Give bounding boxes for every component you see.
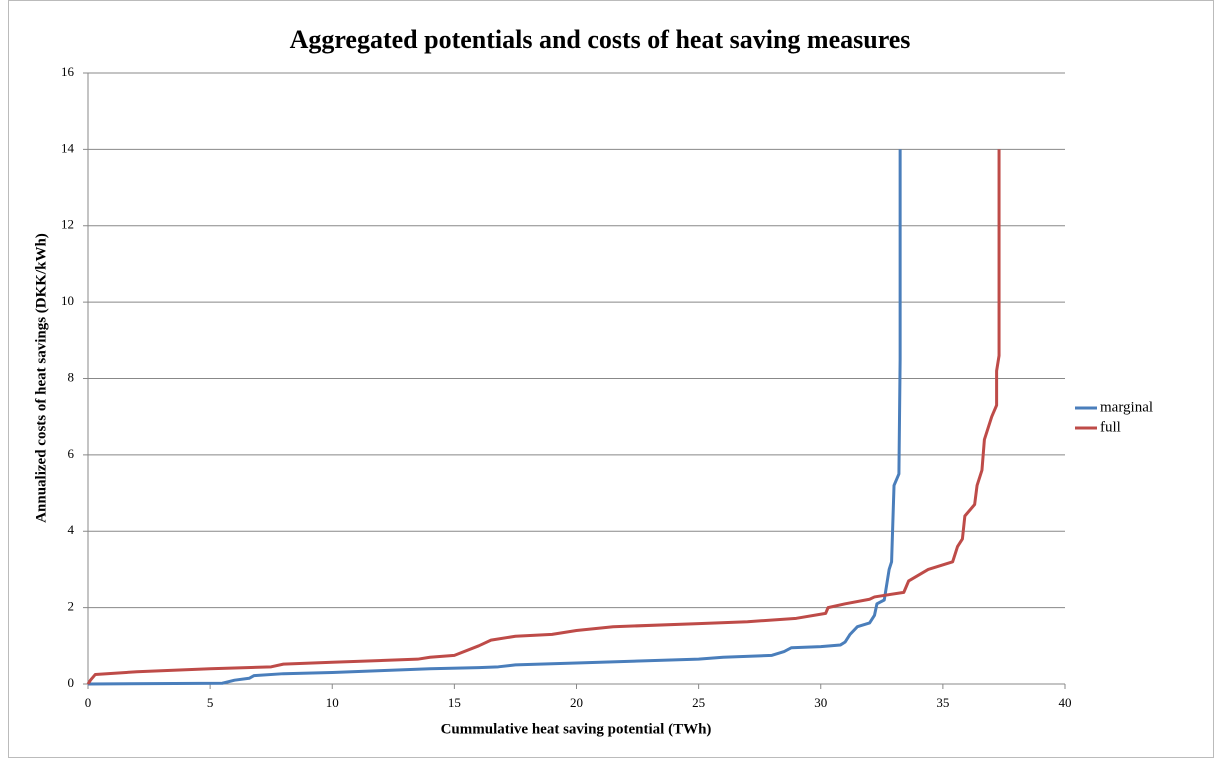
- y-tick-label: 6: [68, 446, 75, 461]
- y-tick-label: 2: [68, 599, 75, 614]
- y-tick-label: 4: [68, 522, 75, 537]
- line-series: [86, 149, 1001, 685]
- chart-title: Aggregated potentials and costs of heat …: [290, 25, 911, 54]
- y-tick-label: 12: [61, 217, 74, 232]
- x-tick-label: 35: [936, 695, 949, 710]
- y-tick-label: 8: [68, 369, 75, 384]
- x-tick-label: 0: [85, 695, 92, 710]
- x-tick-label: 5: [207, 695, 214, 710]
- legend-label: full: [1100, 419, 1121, 435]
- x-axis-label: Cummulative heat saving potential (TWh): [441, 721, 712, 737]
- y-axis-label: Annualized costs of heat savings (DKK/kW…: [33, 233, 49, 523]
- x-tick-label: 30: [814, 695, 827, 710]
- x-tick-label: 20: [570, 695, 583, 710]
- x-tick-label: 40: [1059, 695, 1072, 710]
- x-tick-label: 15: [448, 695, 461, 710]
- legend-label: marginal: [1100, 399, 1153, 415]
- y-tick-label: 14: [61, 140, 75, 155]
- y-tick-label: 10: [61, 293, 74, 308]
- line-series: [87, 149, 902, 686]
- y-tick-label: 16: [61, 64, 75, 79]
- x-tick-label: 10: [326, 695, 339, 710]
- y-tick-label: 0: [68, 675, 75, 690]
- x-tick-label: 25: [692, 695, 705, 710]
